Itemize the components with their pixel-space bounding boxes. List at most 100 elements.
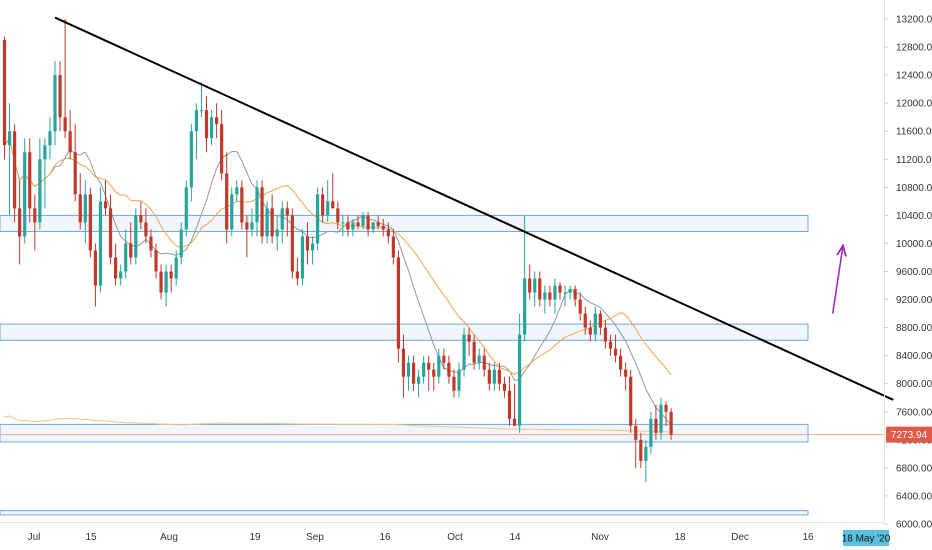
candle-body bbox=[209, 117, 214, 139]
candle-body bbox=[351, 222, 355, 230]
candle-body bbox=[305, 236, 310, 251]
candle-body bbox=[669, 411, 673, 435]
ma-line-200 bbox=[4, 415, 672, 433]
candle-body bbox=[235, 187, 239, 195]
y-tick-label: 10400.00 bbox=[896, 211, 932, 222]
candle-body bbox=[411, 362, 416, 384]
candle-body bbox=[220, 124, 224, 174]
y-tick-label: 12000.00 bbox=[896, 99, 932, 110]
candle-body bbox=[331, 201, 335, 209]
candle-body bbox=[659, 404, 663, 433]
candle-body bbox=[406, 362, 411, 377]
y-tick-label: 9200.00 bbox=[896, 295, 932, 306]
candle-body bbox=[98, 201, 103, 286]
candle-body bbox=[644, 446, 648, 461]
candle-body bbox=[149, 236, 153, 251]
price-axis[interactable]: 13200.00 12800.00 12400.00 12000.00 11600.00… bbox=[884, 15, 932, 531]
candle-body bbox=[482, 355, 486, 370]
candle-body bbox=[391, 236, 395, 258]
candle-body bbox=[401, 348, 406, 377]
candle-body bbox=[568, 289, 572, 293]
x-tick-label: 15 bbox=[85, 532, 97, 543]
x-tick-label: Aug bbox=[160, 532, 178, 543]
downtrend-line bbox=[54, 16, 894, 401]
candle-body bbox=[381, 225, 385, 230]
candle-body bbox=[578, 299, 582, 314]
candle-body bbox=[260, 187, 264, 237]
candle-body bbox=[199, 110, 204, 112]
price-zone bbox=[0, 423, 809, 443]
candle-body bbox=[108, 208, 113, 258]
candle-body bbox=[346, 222, 350, 230]
candle-body bbox=[189, 131, 193, 188]
candle-body bbox=[204, 110, 209, 139]
y-tick-label: 6000.00 bbox=[896, 520, 932, 531]
x-tick-label: Oct bbox=[447, 532, 463, 543]
candle-body bbox=[477, 355, 481, 363]
last-price-label: 7273.94 bbox=[891, 430, 928, 441]
candle-body bbox=[270, 208, 274, 237]
candle-body bbox=[432, 369, 436, 377]
date-marker-label: 18 May '20 bbox=[842, 534, 891, 545]
candle-body bbox=[245, 222, 249, 230]
candle-body bbox=[103, 201, 108, 209]
candle-body bbox=[179, 229, 183, 258]
candle-body bbox=[164, 271, 168, 293]
x-tick-label: 16 bbox=[379, 532, 391, 543]
candle-body bbox=[563, 292, 567, 294]
candle-body bbox=[361, 215, 365, 226]
candle-body bbox=[356, 222, 360, 226]
candle-body bbox=[548, 292, 552, 300]
candle-body bbox=[43, 145, 47, 160]
candle-body bbox=[341, 222, 345, 224]
candle-body bbox=[543, 292, 547, 300]
candle-body bbox=[73, 152, 77, 195]
candle-body bbox=[593, 313, 597, 335]
candle-body bbox=[598, 313, 602, 328]
candle-body bbox=[371, 222, 375, 230]
candle-body bbox=[366, 215, 370, 230]
price-zone bbox=[0, 510, 809, 516]
candle-body bbox=[23, 152, 27, 237]
x-tick-label: 14 bbox=[509, 532, 521, 543]
x-tick-label: Jul bbox=[28, 532, 41, 543]
candle-body bbox=[396, 257, 400, 349]
candle-body bbox=[427, 362, 431, 370]
candle-body bbox=[184, 187, 188, 230]
candle-body bbox=[452, 376, 456, 391]
candle-body bbox=[285, 208, 289, 216]
candle-body bbox=[68, 131, 72, 153]
y-tick-label: 8000.00 bbox=[896, 379, 932, 390]
projection-arrow bbox=[831, 247, 843, 314]
candle-body bbox=[83, 194, 87, 223]
candle-body bbox=[467, 334, 471, 342]
candle-body bbox=[457, 369, 461, 391]
candle-body bbox=[321, 194, 325, 216]
candle-body bbox=[326, 201, 330, 216]
price-zone bbox=[0, 323, 809, 341]
candle-body bbox=[169, 271, 173, 279]
candle-body bbox=[629, 376, 633, 426]
time-axis[interactable]: Jul 15 Aug 19 Sep 16 Oct 14 Nov 18 Dec 16 bbox=[28, 532, 814, 543]
candle-body bbox=[376, 222, 380, 226]
y-tick-label: 12800.00 bbox=[896, 43, 932, 54]
candle-body bbox=[447, 362, 451, 377]
candle-body bbox=[664, 404, 668, 412]
candle-body bbox=[215, 117, 219, 125]
candle-body bbox=[619, 355, 623, 370]
candle-body bbox=[18, 208, 22, 237]
candle-body bbox=[528, 278, 532, 293]
candle-body bbox=[114, 257, 118, 279]
candle-body bbox=[38, 159, 42, 223]
candle-body bbox=[583, 313, 587, 328]
candle-body bbox=[124, 243, 128, 272]
candle-body bbox=[588, 327, 592, 335]
y-tick-label: 6800.00 bbox=[896, 463, 932, 474]
candle-body bbox=[437, 355, 441, 377]
candle-body bbox=[230, 194, 234, 230]
candle-body bbox=[13, 131, 17, 209]
y-tick-label: 11600.00 bbox=[896, 127, 932, 138]
price-zone bbox=[0, 214, 809, 233]
candle-body bbox=[497, 369, 501, 384]
